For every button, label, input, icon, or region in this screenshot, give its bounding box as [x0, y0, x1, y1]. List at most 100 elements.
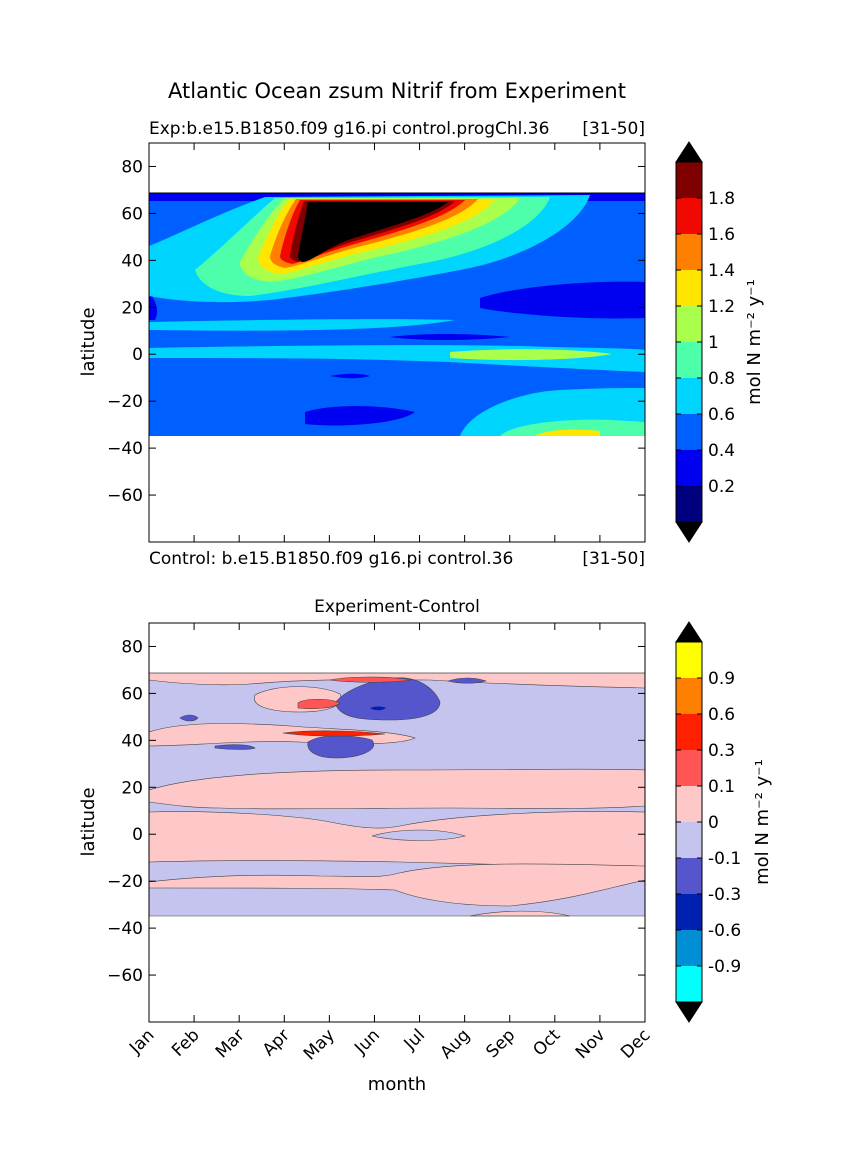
panel-difference: Experiment-Control: [78, 597, 773, 1095]
panel1-bottom-left: Control: b.e15.B1850.f09 g16.pi control.…: [149, 549, 513, 569]
colorbar-swatch: [676, 486, 702, 522]
diff-pos-40n: [282, 730, 386, 737]
panel1-xticks: [148, 143, 646, 542]
diff-neg-dark: [370, 706, 386, 711]
colorbar-label: -0.1: [708, 849, 741, 869]
xtick-label: Aug: [437, 1025, 475, 1063]
xtick-label: Feb: [168, 1025, 203, 1060]
colorbar-swatch: [676, 750, 702, 786]
colorbar-swatch: [676, 678, 702, 714]
ytick-label: −40: [107, 919, 143, 939]
xtick-label: Nov: [572, 1025, 610, 1063]
panel1-ylabel: latitude: [78, 307, 99, 376]
colorbar-swatch: [676, 786, 702, 822]
colorbar-label: -0.6: [708, 921, 741, 941]
ytick-label: 0: [132, 345, 143, 365]
ytick-label: 80: [121, 157, 143, 177]
field-band-s-yellow: [535, 429, 600, 436]
ytick-label: 40: [121, 731, 143, 751]
xtick-label: Jun: [350, 1025, 384, 1059]
panel1-colorbar-label: mol N m⁻² y⁻¹: [744, 279, 765, 405]
xtick-label: May: [300, 1025, 339, 1064]
colorbar-swatch: [676, 714, 702, 750]
colorbar-label: 1.2: [708, 297, 735, 317]
panel-experiment: Exp:b.e15.B1850.f09 g16.pi control.progC…: [78, 119, 765, 569]
colorbar-swatch: [676, 270, 702, 306]
diff-neg-44n: [179, 714, 199, 722]
colorbar-label: 0: [708, 813, 719, 833]
colorbar-label: 0.4: [708, 441, 735, 461]
panel1-axes: [148, 142, 646, 543]
ytick-label: 60: [121, 204, 143, 224]
colorbar-swatch: [676, 342, 702, 378]
field-low-patch-sw: [305, 406, 415, 426]
ytick-label: −40: [107, 439, 143, 459]
colorbar-label: 0.8: [708, 369, 735, 389]
panel2-field: [149, 672, 645, 917]
ytick-label: −60: [107, 486, 143, 506]
panel2-title: Experiment-Control: [314, 597, 480, 617]
colorbar-under-arrow: [675, 1001, 703, 1023]
xtick-label: Jan: [125, 1025, 158, 1058]
ytick-label: −60: [107, 966, 143, 986]
panel1-title-right: [31-50]: [582, 119, 645, 139]
panel1-colorbar: 0.2 0.4 0.6 0.8 1 1.2 1.4 1.6 1.8: [675, 141, 735, 543]
panel1-title-left: Exp:b.e15.B1850.f09 g16.pi control.progC…: [149, 119, 549, 139]
panel2-xlabel: month: [368, 1074, 426, 1095]
panel1-field: [149, 192, 645, 436]
field-low-patch-mid: [390, 334, 510, 340]
colorbar-label: 1.8: [708, 189, 735, 209]
colorbar-label: -0.3: [708, 885, 741, 905]
ytick-label: 20: [121, 298, 143, 318]
panel2-axes: [148, 622, 646, 1023]
ytick-label: 20: [121, 778, 143, 798]
panel1-bottom-right: [31-50]: [582, 549, 645, 569]
diff-band-bloom: [253, 686, 342, 713]
panel1-yticks: 80 60 40 20 0 −20 −40 −60: [107, 157, 645, 506]
colorbar-over-arrow: [675, 141, 703, 163]
colorbar-over-arrow: [675, 621, 703, 643]
colorbar-label: 0.2: [708, 477, 735, 497]
ytick-label: −20: [107, 872, 143, 892]
panel2-colorbar: 0.9 0.6 0.3 0.1 0 -0.1 -0.3 -0.6 -0.9: [675, 621, 741, 1023]
diff-pos-north: [329, 676, 413, 683]
colorbar-swatch: [676, 966, 702, 1002]
ytick-label: −20: [107, 392, 143, 412]
colorbar-label: 0.9: [708, 669, 735, 689]
xtick-label: Oct: [529, 1025, 564, 1060]
panel2-colorbar-label: mol N m⁻² y⁻¹: [752, 759, 773, 885]
ytick-label: 40: [121, 251, 143, 271]
ytick-label: 60: [121, 684, 143, 704]
xtick-label: Dec: [617, 1025, 654, 1062]
diff-band-35s: [469, 910, 571, 917]
diff-pos-bloom: [297, 698, 341, 710]
diff-band-20n: [149, 768, 645, 810]
diff-band-20s: [149, 863, 645, 907]
xtick-label: Mar: [212, 1025, 249, 1062]
diff-band-eq-hole: [371, 829, 467, 841]
colorbar-label: 0.6: [708, 705, 735, 725]
colorbar-swatch: [676, 894, 702, 930]
colorbar-swatch: [676, 930, 702, 966]
colorbar-label: 0.3: [708, 741, 735, 761]
colorbar-label: 0.6: [708, 405, 735, 425]
colorbar-swatch: [676, 642, 702, 678]
field-low-patch-s: [330, 373, 370, 379]
xtick-label: Jul: [400, 1025, 429, 1054]
xtick-label: Apr: [259, 1025, 294, 1060]
field-band-s-green: [500, 419, 645, 436]
diff-neg-40w: [214, 744, 256, 750]
field-low-patch-ne: [480, 281, 645, 319]
figure-title: Atlantic Ocean zsum Nitrif from Experime…: [168, 79, 626, 103]
ytick-label: 0: [132, 825, 143, 845]
colorbar-swatch: [676, 234, 702, 270]
colorbar-swatch: [676, 306, 702, 342]
colorbar-swatch: [676, 822, 702, 858]
diff-neg-ne: [446, 677, 487, 684]
colorbar-swatch: [676, 198, 702, 234]
panel2-yticks: 80 60 40 20 0 −20 −40 −60: [107, 637, 645, 986]
field-band-eq-w: [149, 319, 455, 331]
colorbar-label: 0.1: [708, 777, 735, 797]
colorbar-swatch: [676, 378, 702, 414]
